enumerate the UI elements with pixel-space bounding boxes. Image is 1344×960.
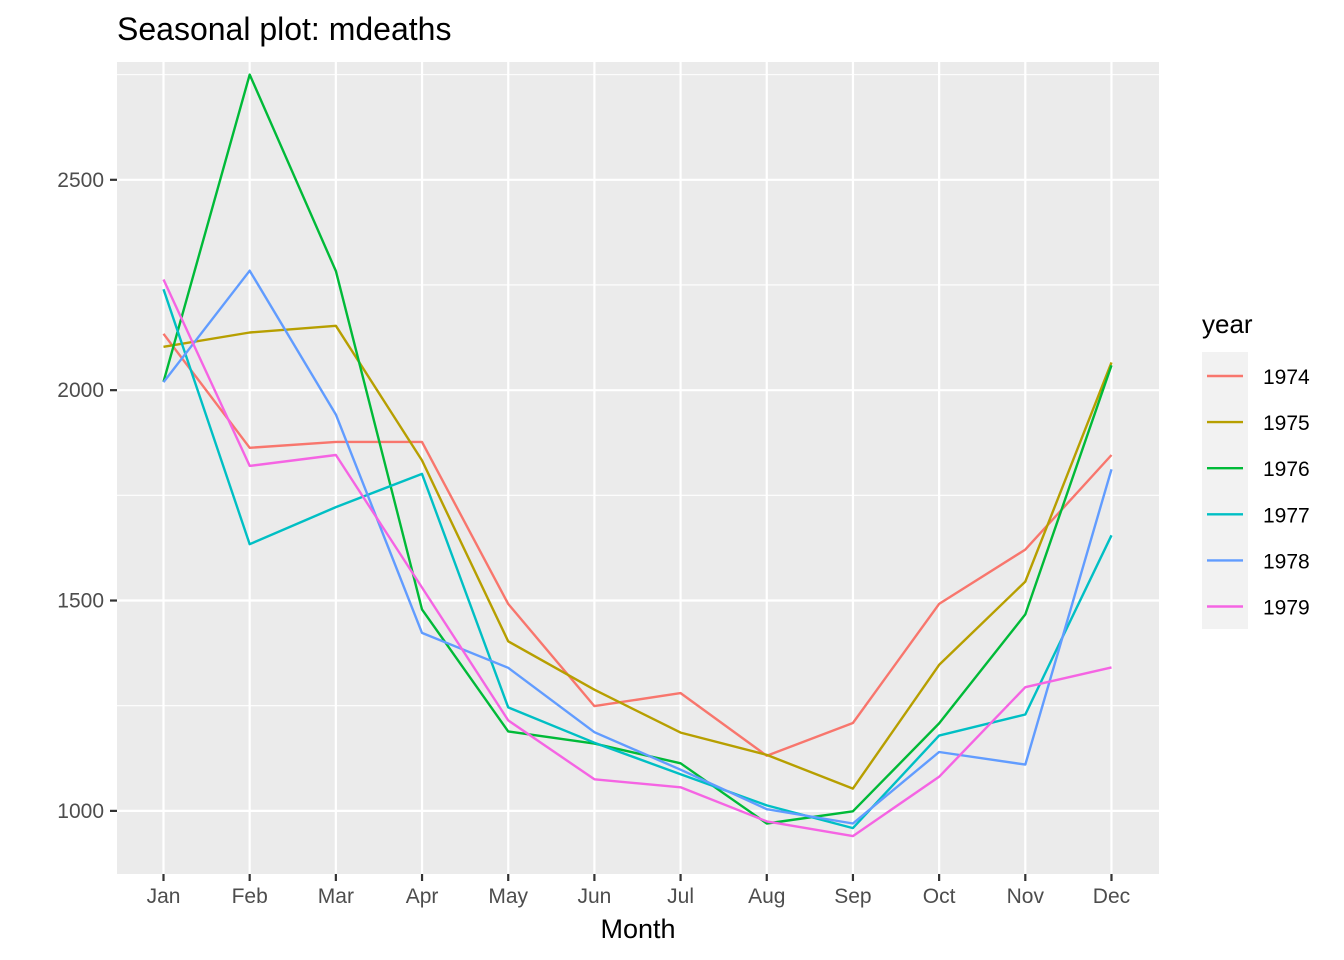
legend-label-1977: 1977 xyxy=(1263,504,1310,527)
x-tick-label: Jun xyxy=(577,885,611,908)
x-tick-label: Jan xyxy=(147,885,181,908)
grid-major xyxy=(117,62,1159,874)
legend-label-1974: 1974 xyxy=(1263,366,1310,389)
y-tick-label: 1500 xyxy=(57,590,104,613)
legend: year 1974 1975 1976 1977 1978 1979 xyxy=(1202,309,1310,629)
legend-label-1975: 1975 xyxy=(1263,412,1310,435)
chart-title: Seasonal plot: mdeaths xyxy=(117,11,451,47)
x-tick-label: Sep xyxy=(834,885,871,908)
series-line-1976 xyxy=(162,73,1113,825)
series-line-1974 xyxy=(162,333,1113,757)
x-axis: Jan Feb Mar Apr May Jun Jul Aug Sep Oct Nov Dec xyxy=(147,874,1130,908)
series-line-1979 xyxy=(162,278,1112,838)
y-tick-label: 2500 xyxy=(57,169,104,192)
x-tick-label: Feb xyxy=(232,885,268,908)
y-tick-label: 2000 xyxy=(57,379,104,402)
x-tick-label: Jul xyxy=(667,885,694,908)
legend-label-1976: 1976 xyxy=(1263,458,1310,481)
legend-title: year xyxy=(1202,309,1253,339)
x-tick-label: Dec xyxy=(1093,885,1130,908)
grid-minor xyxy=(117,74,1159,707)
series-lines xyxy=(162,73,1113,838)
y-axis: 1000 1500 2000 2500 xyxy=(57,169,117,823)
legend-label-1978: 1978 xyxy=(1263,550,1310,573)
series-line-1975 xyxy=(163,324,1113,790)
x-tick-label: Aug xyxy=(748,885,785,908)
plot-panel xyxy=(117,62,1159,874)
x-axis-title: Month xyxy=(600,914,675,944)
x-tick-label: Nov xyxy=(1007,885,1045,908)
x-tick-label: Mar xyxy=(318,885,354,908)
legend-items: 1974 1975 1976 1977 1978 1979 xyxy=(1207,366,1310,620)
x-tick-label: May xyxy=(488,885,528,908)
legend-key-background xyxy=(1202,352,1248,629)
series-line-1977 xyxy=(162,288,1113,830)
y-tick-label: 1000 xyxy=(57,800,104,823)
legend-label-1979: 1979 xyxy=(1263,597,1310,620)
x-tick-label: Apr xyxy=(406,885,439,908)
series-line-1978 xyxy=(162,269,1113,825)
x-tick-label: Oct xyxy=(923,885,956,908)
